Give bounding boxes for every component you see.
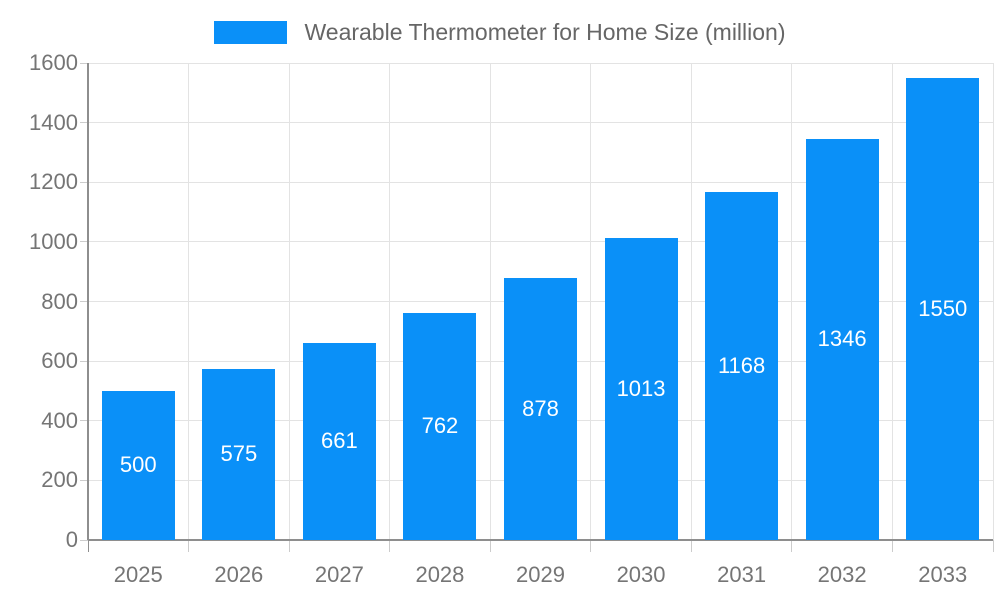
x-axis-tick: [690, 540, 692, 552]
y-axis-tick: [80, 539, 88, 541]
x-axis-tick-label: 2031: [717, 562, 767, 587]
x-axis-tick: [891, 540, 893, 552]
x-axis-tick-label: 2029: [516, 562, 565, 587]
bar[interactable]: [302, 342, 376, 540]
bar[interactable]: [504, 278, 577, 540]
bar-value-label: 575: [220, 441, 258, 467]
bar-value-label: 1013: [616, 375, 666, 401]
gridline-horizontal: [88, 181, 993, 183]
bar[interactable]: [805, 138, 879, 540]
bar[interactable]: [705, 191, 779, 540]
gridline-vertical: [590, 63, 592, 540]
x-axis-tick: [389, 540, 391, 552]
x-axis-tick-label: 2032: [817, 562, 867, 587]
x-axis-tick-label: 2026: [214, 562, 264, 587]
bar-value-label: 878: [522, 396, 559, 422]
y-axis-tick: [80, 360, 88, 362]
y-axis-tick: [80, 122, 88, 124]
y-axis-tick: [80, 301, 88, 302]
gridline-horizontal: [88, 122, 993, 124]
y-axis-tick-label: 0: [65, 527, 78, 552]
bar-value-label: 661: [321, 428, 358, 454]
x-axis-tick: [87, 540, 89, 552]
x-axis-tick-label: 2028: [415, 562, 465, 587]
y-axis-tick-label: 600: [41, 348, 78, 374]
x-axis-tick: [288, 540, 290, 552]
bar[interactable]: [202, 368, 276, 540]
bar-value-label: 1168: [717, 352, 766, 378]
x-axis-tick: [188, 540, 190, 552]
y-axis-tick-label: 200: [41, 467, 78, 493]
bar-value-label: 762: [421, 413, 459, 439]
bar-value-label: 500: [119, 452, 157, 478]
bar-value-label: 1550: [918, 295, 968, 321]
bar[interactable]: [906, 77, 980, 540]
gridline-vertical: [791, 63, 793, 540]
gridline-vertical: [690, 63, 692, 540]
x-axis-tick: [992, 540, 994, 552]
bar[interactable]: [101, 390, 175, 540]
x-axis-tick: [791, 540, 793, 552]
y-axis-tick: [80, 62, 88, 64]
x-axis-tick: [489, 540, 491, 552]
x-axis-tick-label: 2025: [113, 562, 163, 587]
x-axis-tick-label: 2033: [918, 562, 968, 587]
y-axis-tick: [80, 420, 88, 422]
gridline-vertical: [188, 63, 190, 540]
y-axis-tick: [80, 241, 88, 243]
x-axis-line: [88, 539, 993, 541]
y-axis-tick-label: 800: [41, 288, 78, 314]
gridline-vertical: [489, 63, 491, 540]
legend-swatch: [214, 20, 288, 44]
gridline-vertical: [992, 63, 994, 540]
y-axis-tick-label: 1600: [29, 50, 78, 75]
bar[interactable]: [604, 237, 678, 540]
gridline-vertical: [891, 63, 893, 540]
x-axis-tick-label: 2027: [314, 562, 364, 587]
gridline-horizontal: [88, 241, 993, 243]
y-axis-line: [87, 63, 89, 540]
gridline-vertical: [288, 63, 290, 540]
bar[interactable]: [403, 312, 477, 540]
y-axis-tick-label: 1400: [29, 109, 78, 135]
y-axis-tick-label: 400: [41, 407, 78, 433]
y-axis-tick: [80, 181, 88, 183]
gridline-vertical: [389, 63, 391, 540]
y-axis-tick-label: 1000: [29, 228, 78, 254]
legend-label: Wearable Thermometer for Home Size (mill…: [304, 19, 786, 45]
x-axis-tick-label: 2030: [616, 562, 666, 587]
gridline-horizontal: [88, 62, 993, 64]
x-axis-tick: [590, 540, 592, 552]
legend[interactable]: Wearable Thermometer for Home Size (mill…: [0, 18, 1000, 46]
y-axis-tick-label: 1200: [29, 169, 78, 195]
bar-value-label: 1346: [817, 326, 867, 352]
y-axis-tick: [80, 479, 88, 481]
